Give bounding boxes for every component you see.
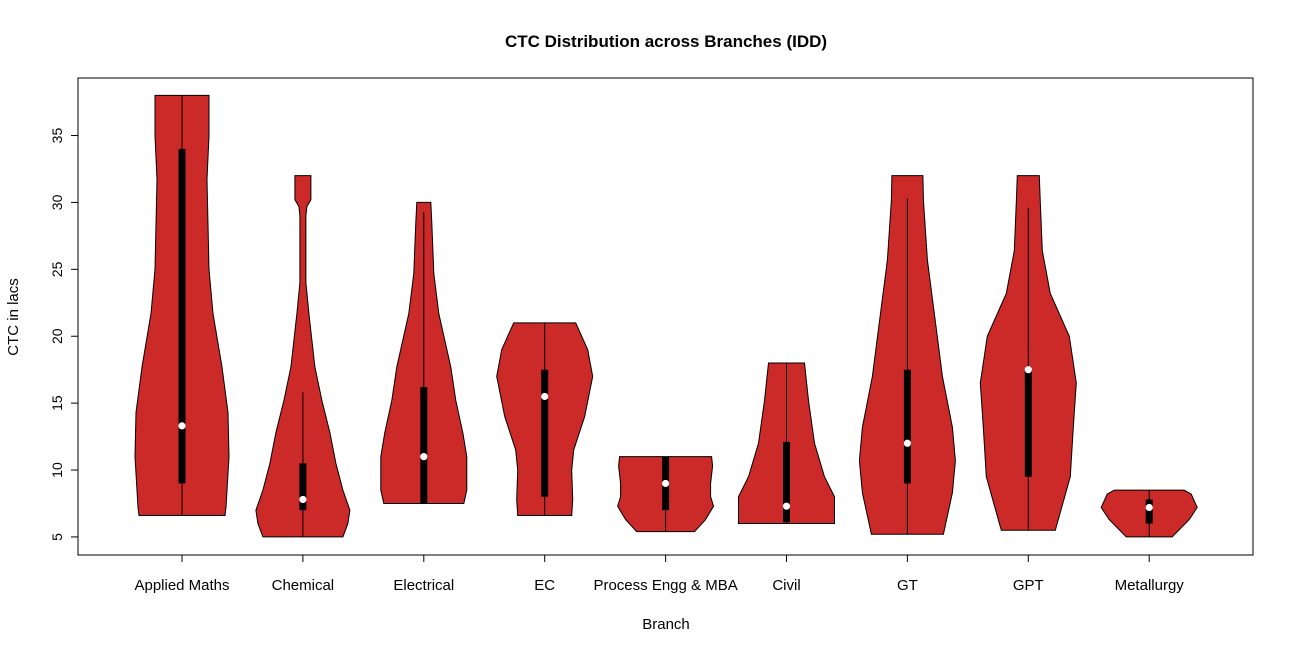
- iqr-box: [178, 148, 186, 484]
- violin-metallurgy: [1100, 489, 1198, 538]
- median-point: [1024, 366, 1032, 374]
- x-axis-label: Branch: [642, 616, 690, 633]
- x-tick-label: EC: [534, 577, 555, 594]
- violin-gt: [858, 175, 956, 535]
- iqr-box: [903, 369, 911, 484]
- median-point: [782, 502, 791, 510]
- chart-title: CTC Distribution across Branches (IDD): [505, 32, 827, 51]
- iqr-box: [1024, 369, 1032, 477]
- x-tick-label: GT: [897, 577, 918, 594]
- x-tick-label: Electrical: [393, 577, 454, 594]
- iqr-box: [541, 369, 549, 497]
- median-point: [1145, 503, 1153, 512]
- median-point: [299, 495, 307, 504]
- violin-gpt: [979, 175, 1077, 531]
- x-tick-label: Process Engg & MBA: [593, 577, 737, 594]
- violin-electrical: [380, 201, 468, 504]
- median-point: [178, 422, 186, 430]
- iqr-box: [783, 441, 790, 523]
- median-point: [420, 453, 428, 461]
- x-tick-label: Chemical: [272, 577, 335, 594]
- violin-applied-maths: [134, 94, 230, 517]
- violin-civil: [738, 362, 835, 525]
- y-tick-label: 30: [49, 194, 65, 210]
- violin-chemical: [255, 175, 351, 538]
- violin-ec: [496, 322, 594, 517]
- x-tick-label: Metallurgy: [1115, 577, 1185, 594]
- median-point: [541, 392, 549, 401]
- x-tick-label: Civil: [772, 577, 800, 594]
- x-tick-label: Applied Maths: [134, 577, 229, 594]
- violin-body: [255, 175, 351, 538]
- violin-process-engg-mba: [617, 456, 715, 533]
- y-tick-label: 25: [49, 261, 65, 277]
- y-tick-label: 15: [49, 395, 65, 411]
- y-axis-label: CTC in lacs: [5, 278, 22, 356]
- median-point: [903, 439, 912, 447]
- y-tick-label: 35: [49, 128, 65, 144]
- iqr-box: [299, 463, 307, 511]
- y-tick-label: 5: [49, 533, 65, 541]
- median-point: [662, 479, 670, 488]
- iqr-box: [420, 387, 428, 504]
- iqr-box: [1145, 499, 1153, 524]
- x-tick-label: GPT: [1013, 577, 1044, 594]
- y-tick-label: 20: [49, 328, 65, 344]
- y-tick-label: 10: [49, 462, 65, 478]
